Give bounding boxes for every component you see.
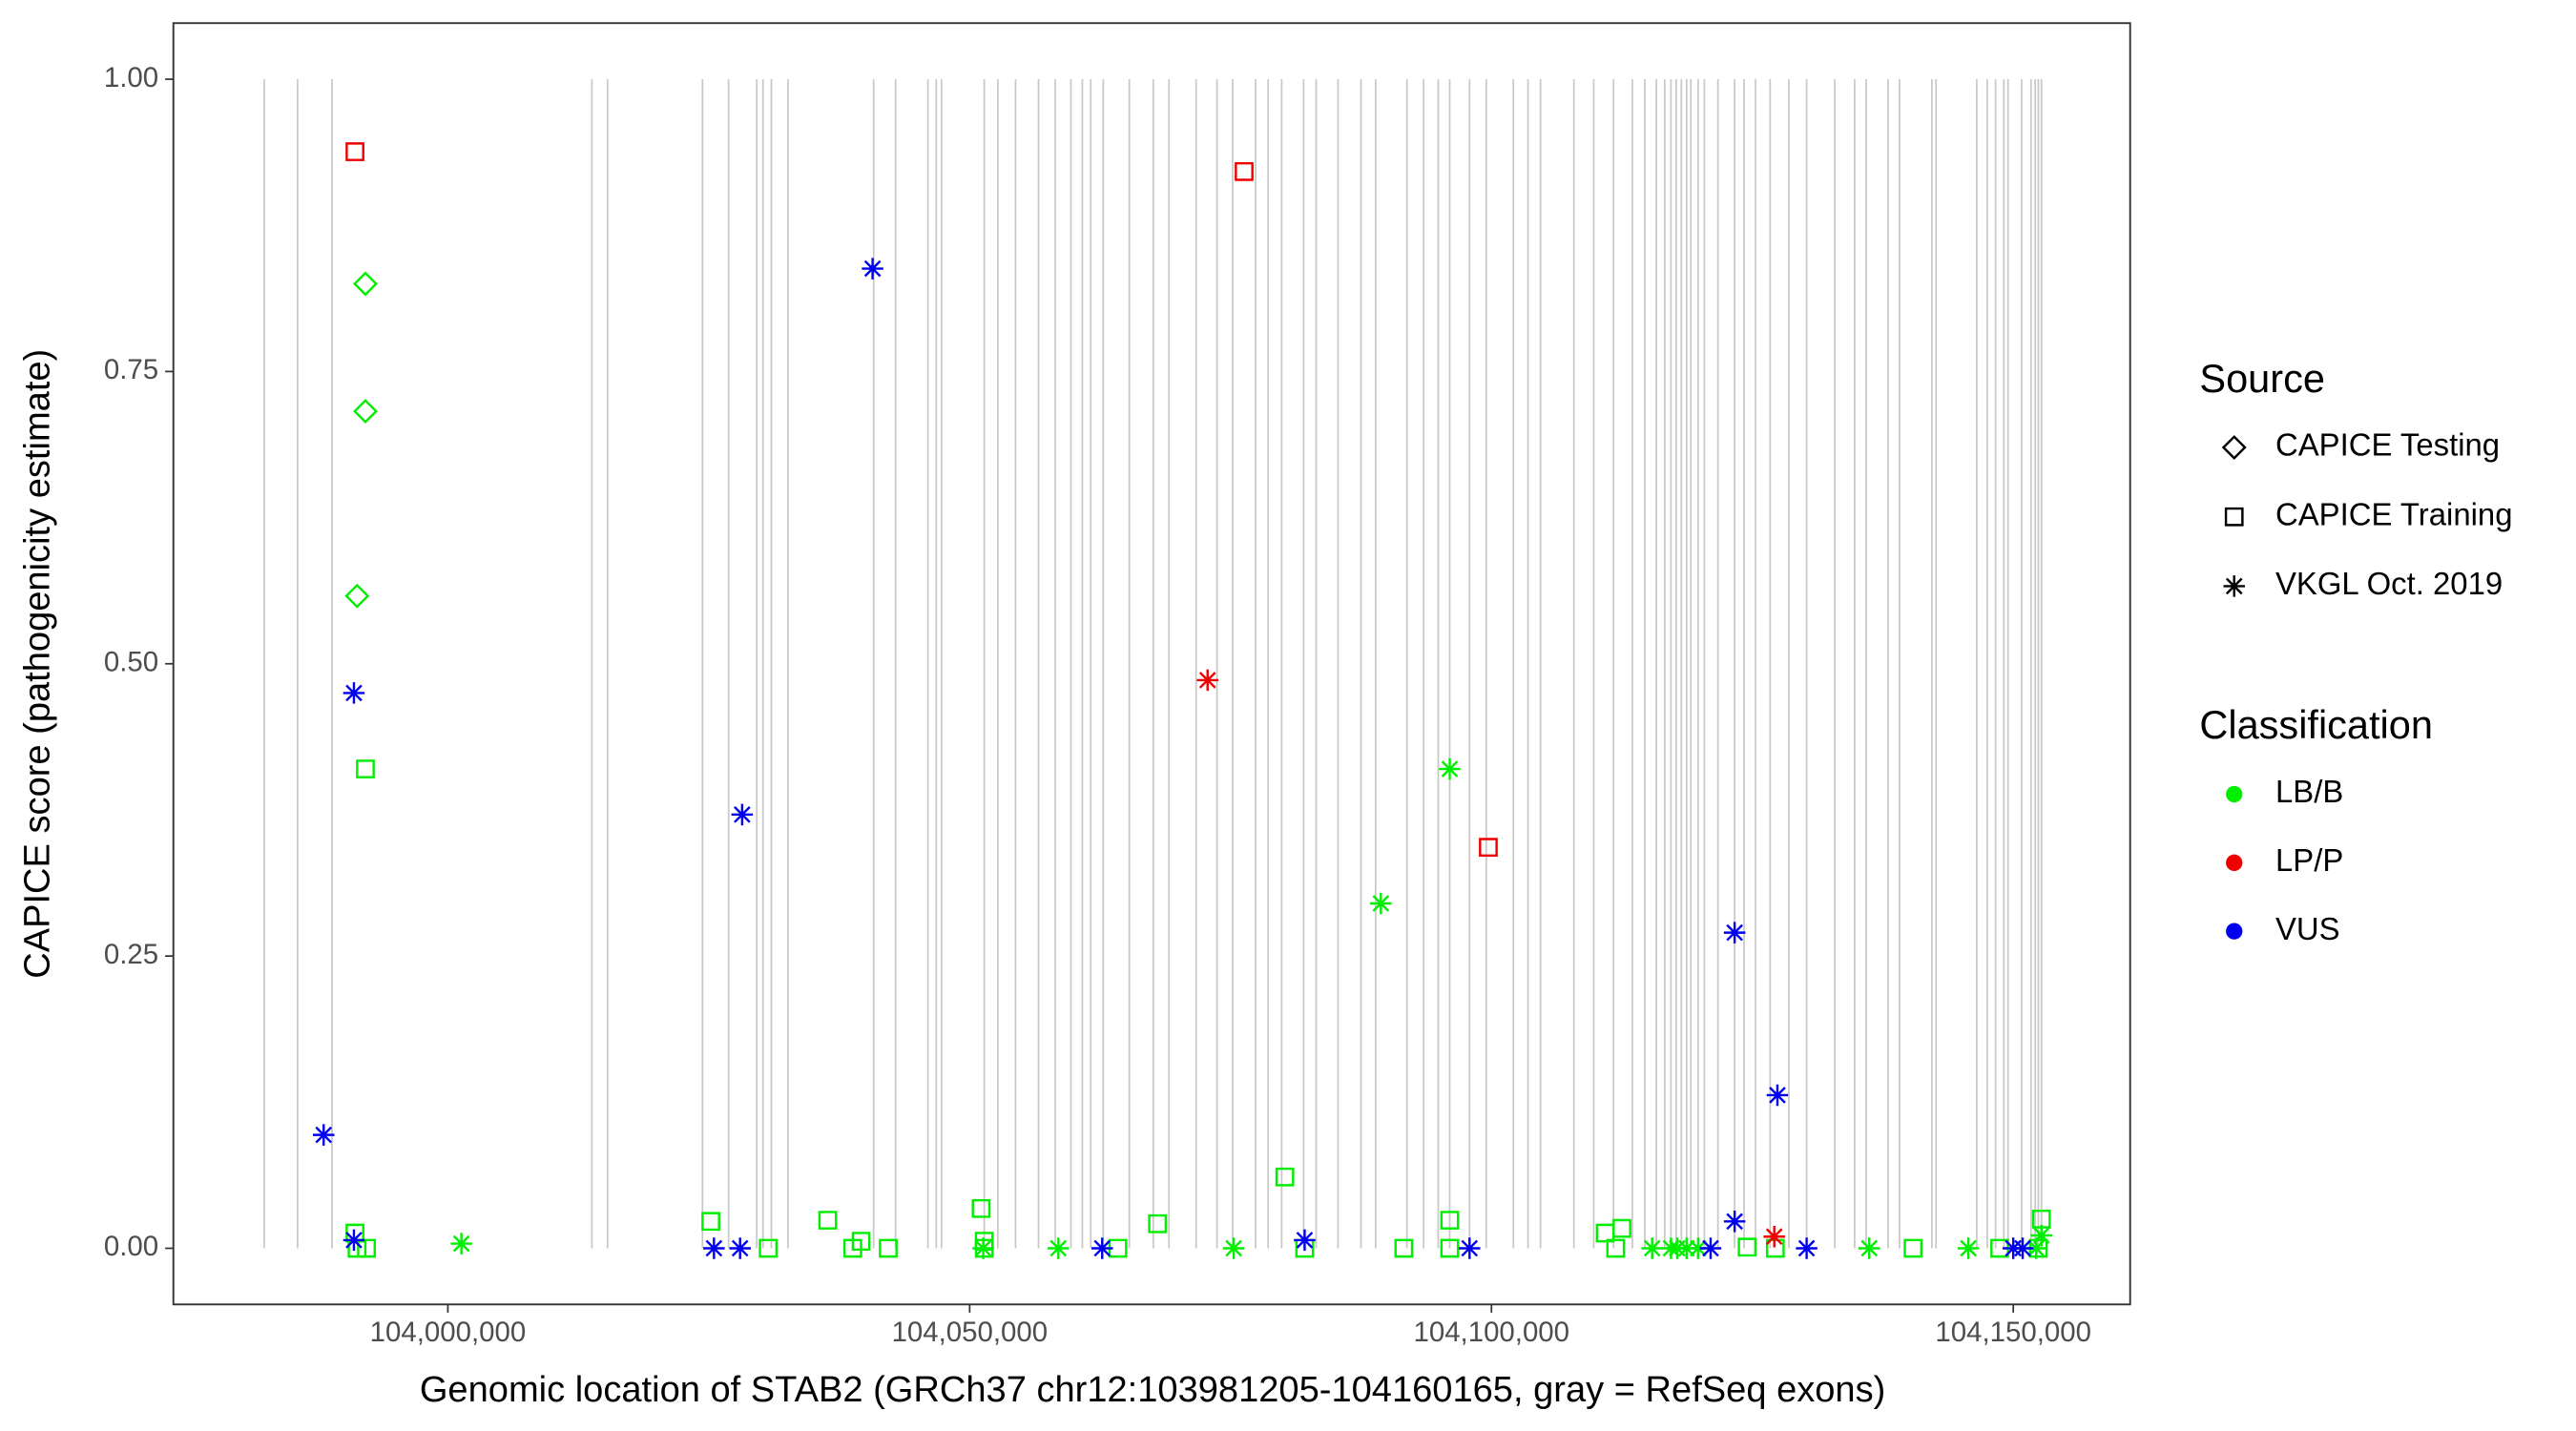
point: [343, 682, 365, 704]
y-tick-label: 0.25: [104, 939, 158, 970]
point: [851, 1232, 871, 1251]
point: [1957, 1237, 1980, 1259]
point: [1440, 1238, 1460, 1258]
point: [703, 1237, 725, 1259]
point: [1641, 1237, 1663, 1259]
legend-title: Classification: [2199, 702, 2433, 747]
point: [1763, 1225, 1785, 1248]
point: [818, 1211, 838, 1230]
legend-key: [2226, 854, 2243, 871]
point: [1196, 669, 1218, 692]
y-axis-title: CAPICE score (pathogenicity estimate): [18, 349, 58, 979]
point: [842, 1238, 862, 1258]
point: [2031, 1209, 2051, 1229]
point: [1048, 1237, 1070, 1259]
point: [1858, 1237, 1880, 1259]
point: [345, 1223, 364, 1243]
point: [729, 1237, 751, 1259]
legend-key: [2226, 923, 2243, 940]
point: [1723, 1211, 1746, 1233]
point: [353, 271, 378, 297]
point: [1990, 1238, 2009, 1258]
x-tick-label: 104,100,000: [1413, 1317, 1569, 1348]
legend-key: [2226, 785, 2243, 803]
y-tick-label: 0.75: [104, 354, 158, 385]
point: [1723, 922, 1746, 944]
point: [879, 1238, 898, 1258]
point: [1796, 1237, 1818, 1259]
point: [356, 759, 375, 778]
point: [2025, 1237, 2047, 1259]
legend-label: VUS: [2275, 911, 2340, 946]
point: [1612, 1218, 1631, 1238]
point: [1294, 1229, 1316, 1252]
y-tick-label: 1.00: [104, 62, 158, 93]
x-tick-label: 104,150,000: [1935, 1317, 2091, 1348]
y-tick-label: 0.00: [104, 1231, 158, 1262]
point: [972, 1237, 994, 1259]
legend-label: VKGL Oct. 2019: [2275, 566, 2503, 601]
legend-key: [2223, 575, 2245, 597]
point: [1222, 1237, 1245, 1259]
point: [1737, 1237, 1757, 1257]
point: [731, 803, 754, 826]
point: [1903, 1238, 1923, 1258]
point: [1394, 1238, 1414, 1258]
legend-label: LP/P: [2275, 842, 2343, 878]
plot-border: [172, 22, 2131, 1306]
legend-label: LB/B: [2275, 774, 2343, 809]
x-tick-label: 104,050,000: [892, 1317, 1049, 1348]
point: [344, 583, 370, 609]
x-axis-title: Genomic location of STAB2 (GRCh37 chr12:…: [420, 1370, 1885, 1410]
plot-background: [173, 23, 2130, 1305]
point: [2030, 1224, 2052, 1247]
point: [1675, 1237, 1698, 1259]
point: [312, 1124, 335, 1146]
point: [357, 1238, 376, 1258]
legend-title: Source: [2199, 356, 2325, 401]
point: [343, 1229, 365, 1252]
point: [1699, 1237, 1722, 1259]
point: [971, 1198, 991, 1218]
point: [1459, 1237, 1481, 1259]
point: [1595, 1223, 1615, 1243]
point: [701, 1212, 720, 1232]
point: [862, 258, 883, 280]
point: [2011, 1237, 2034, 1259]
point: [1091, 1237, 1113, 1259]
legend-key: [2221, 435, 2247, 460]
x-tick-label: 104,000,000: [370, 1317, 527, 1348]
point: [1108, 1238, 1128, 1258]
point: [1479, 838, 1498, 858]
point: [1440, 1211, 1460, 1230]
point: [1766, 1084, 1789, 1107]
y-tick-label: 0.50: [104, 647, 158, 678]
point: [1275, 1167, 1295, 1187]
point: [1148, 1213, 1168, 1234]
point: [1606, 1238, 1626, 1258]
point: [1235, 161, 1254, 181]
point: [1687, 1237, 1710, 1259]
point: [353, 399, 378, 425]
point: [1370, 892, 1392, 915]
legend-label: CAPICE Training: [2275, 496, 2513, 531]
point: [450, 1233, 472, 1255]
legend-key: [2224, 507, 2244, 527]
point: [1439, 757, 1461, 780]
point: [758, 1238, 779, 1258]
legend-label: CAPICE Testing: [2275, 427, 2500, 463]
point: [345, 142, 364, 161]
point: [974, 1238, 994, 1258]
